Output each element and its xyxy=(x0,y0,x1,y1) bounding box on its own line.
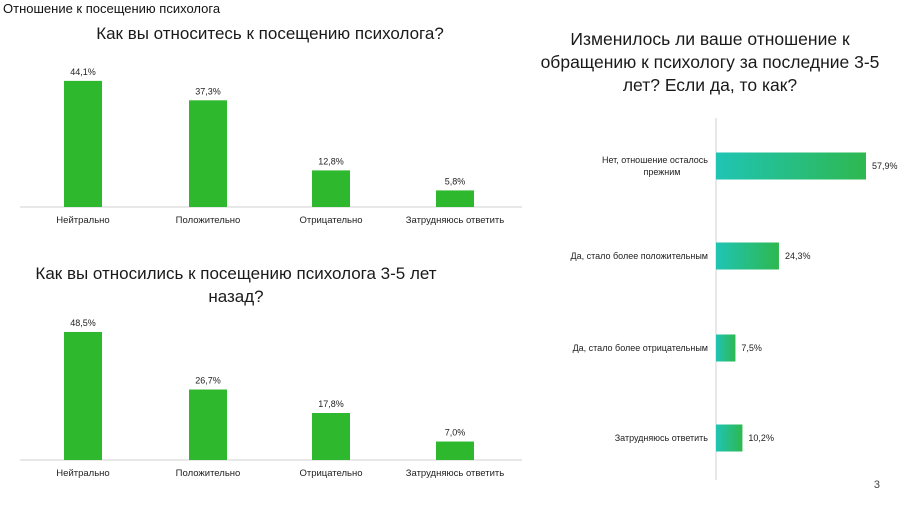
chart3-bar-3 xyxy=(716,334,736,362)
chart3-value-label-2: 24,3% xyxy=(785,251,811,261)
chart1-bar-1 xyxy=(64,80,102,207)
chart1-bar-4 xyxy=(436,190,474,207)
chart2-category-label-4: Затрудняюсь ответить xyxy=(406,468,505,479)
chart2-value-label-2: 26,7% xyxy=(195,376,221,386)
chart1-category-label-1: Нейтрально xyxy=(56,215,109,226)
chart3-category-label-3: Да, стало более отрицательным xyxy=(573,343,708,353)
chart1-value-label-1: 44,1% xyxy=(70,67,96,77)
chart2-value-label-1: 48,5% xyxy=(70,318,96,328)
chart3-bar-2 xyxy=(716,242,779,270)
chart1-bar-2 xyxy=(189,100,227,207)
chart3-category-label-2: Да, стало более положительным xyxy=(571,251,709,261)
chart2-value-label-4: 7,0% xyxy=(445,428,466,438)
chart1-value-label-3: 12,8% xyxy=(318,156,344,166)
chart1-category-label-2: Положительно xyxy=(176,215,241,226)
chart2-bar-3 xyxy=(312,413,350,460)
chart2-category-label-2: Положительно xyxy=(176,468,241,479)
chart3-category-label-4: Затрудняюсь ответить xyxy=(615,433,709,443)
chart3-bar-1 xyxy=(716,152,866,180)
chart1-bars: 44,1% Нейтрально 37,3% Положительно 12,8% Отр… xyxy=(20,67,522,226)
chart2-bar-2 xyxy=(189,389,227,460)
chart3-bars: 57,9% Нет, отношение осталось прежним 24,3%… xyxy=(571,118,898,480)
chart3-bar-4 xyxy=(716,424,743,452)
chart1-category-label-4: Затрудняюсь ответить xyxy=(406,215,505,226)
chart2-bar-1 xyxy=(64,331,102,460)
chart1-value-label-2: 37,3% xyxy=(195,86,221,96)
chart3-value-label-1: 57,9% xyxy=(872,161,898,171)
chart2-title: Как вы относились к посещению психолога … xyxy=(35,264,437,306)
chart1-value-label-4: 5,8% xyxy=(445,176,466,186)
chart2-category-label-3: Отрицательно xyxy=(299,468,362,479)
chart2-category-label-1: Нейтрально xyxy=(56,468,109,479)
chart1-title: Как вы относитесь к посещению психолога? xyxy=(96,24,444,43)
slide-title: Отношение к посещению психолога xyxy=(3,1,221,16)
chart3-category-label-1: Нет, отношение осталось прежним xyxy=(602,155,708,177)
chart3-value-label-4: 10,2% xyxy=(748,433,774,443)
chart3-title: Изменилось ли ваше отношение к обращению… xyxy=(540,29,880,95)
chart1-bar-3 xyxy=(312,170,350,207)
chart1-category-label-3: Отрицательно xyxy=(299,215,362,226)
chart2-value-label-3: 17,8% xyxy=(318,399,344,409)
chart3-value-label-3: 7,5% xyxy=(741,343,762,353)
chart2-bar-4 xyxy=(436,441,474,460)
page-number: 3 xyxy=(873,479,880,491)
chart2-bars: 48,5% Нейтрально 26,7% Положительно 17,8% Отр… xyxy=(20,318,522,479)
